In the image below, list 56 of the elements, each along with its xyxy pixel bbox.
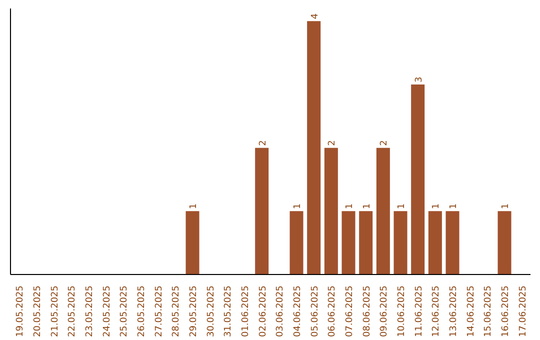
bar (359, 211, 373, 274)
bar (411, 84, 425, 274)
x-tick-label: 08.06.2025 (362, 286, 372, 338)
x-tick-label: 03.06.2025 (276, 286, 286, 338)
data-label: 1 (449, 203, 459, 210)
data-label: 2 (258, 140, 268, 146)
x-tick-label: 02.06.2025 (258, 286, 268, 338)
x-tick-label: 31.05.2025 (224, 286, 234, 338)
x-tick-label: 11.06.2025 (414, 286, 424, 338)
x-tick-label: 17.06.2025 (518, 286, 528, 338)
bar (446, 211, 460, 274)
bar (428, 211, 442, 274)
x-tick-label: 04.06.2025 (293, 286, 303, 338)
x-tick-label: 27.05.2025 (154, 286, 164, 338)
x-tick-label: 25.05.2025 (120, 286, 130, 338)
data-label: 1 (345, 203, 355, 210)
x-tick-label: 12.06.2025 (432, 286, 442, 338)
x-tick-label: 07.06.2025 (345, 286, 355, 338)
x-tick-label: 30.05.2025 (206, 286, 216, 338)
x-tick-label: 16.06.2025 (501, 286, 511, 338)
x-tick-label: 29.05.2025 (189, 286, 199, 338)
x-tick-label: 06.06.2025 (328, 286, 338, 338)
x-tick-label: 24.05.2025 (102, 286, 112, 338)
x-tick-label: 23.05.2025 (85, 286, 95, 338)
bar (307, 21, 321, 274)
data-label: 2 (328, 140, 338, 146)
data-label: 1 (189, 203, 199, 210)
x-tick-label: 21.05.2025 (50, 286, 60, 338)
x-tick-label: 26.05.2025 (137, 286, 147, 338)
bar (376, 148, 390, 274)
x-tick-label: 20.05.2025 (33, 286, 43, 338)
data-label: 1 (397, 203, 407, 210)
x-tick-label: 10.06.2025 (397, 286, 407, 338)
x-tick-label: 05.06.2025 (310, 286, 320, 338)
bar (394, 211, 408, 274)
x-tick-label: 09.06.2025 (380, 286, 390, 338)
x-tick-label: 14.06.2025 (466, 286, 476, 338)
bar (186, 211, 200, 274)
data-label: 1 (432, 203, 442, 210)
data-label: 1 (293, 203, 303, 210)
bar (290, 211, 304, 274)
x-tick-label: 15.06.2025 (484, 286, 494, 338)
x-tick-label: 28.05.2025 (172, 286, 182, 338)
data-label: 3 (414, 76, 424, 82)
x-tick-label: 13.06.2025 (449, 286, 459, 338)
bar (342, 211, 356, 274)
data-label: 1 (362, 203, 372, 210)
x-tick-label: 01.06.2025 (241, 286, 251, 338)
data-label: 2 (380, 140, 390, 146)
x-tick-label: 19.05.2025 (16, 286, 26, 338)
data-label: 4 (310, 13, 320, 20)
bar (324, 148, 338, 274)
bar (255, 148, 269, 274)
bar (498, 211, 512, 274)
data-label: 1 (501, 203, 511, 210)
x-tick-label: 22.05.2025 (68, 286, 78, 338)
